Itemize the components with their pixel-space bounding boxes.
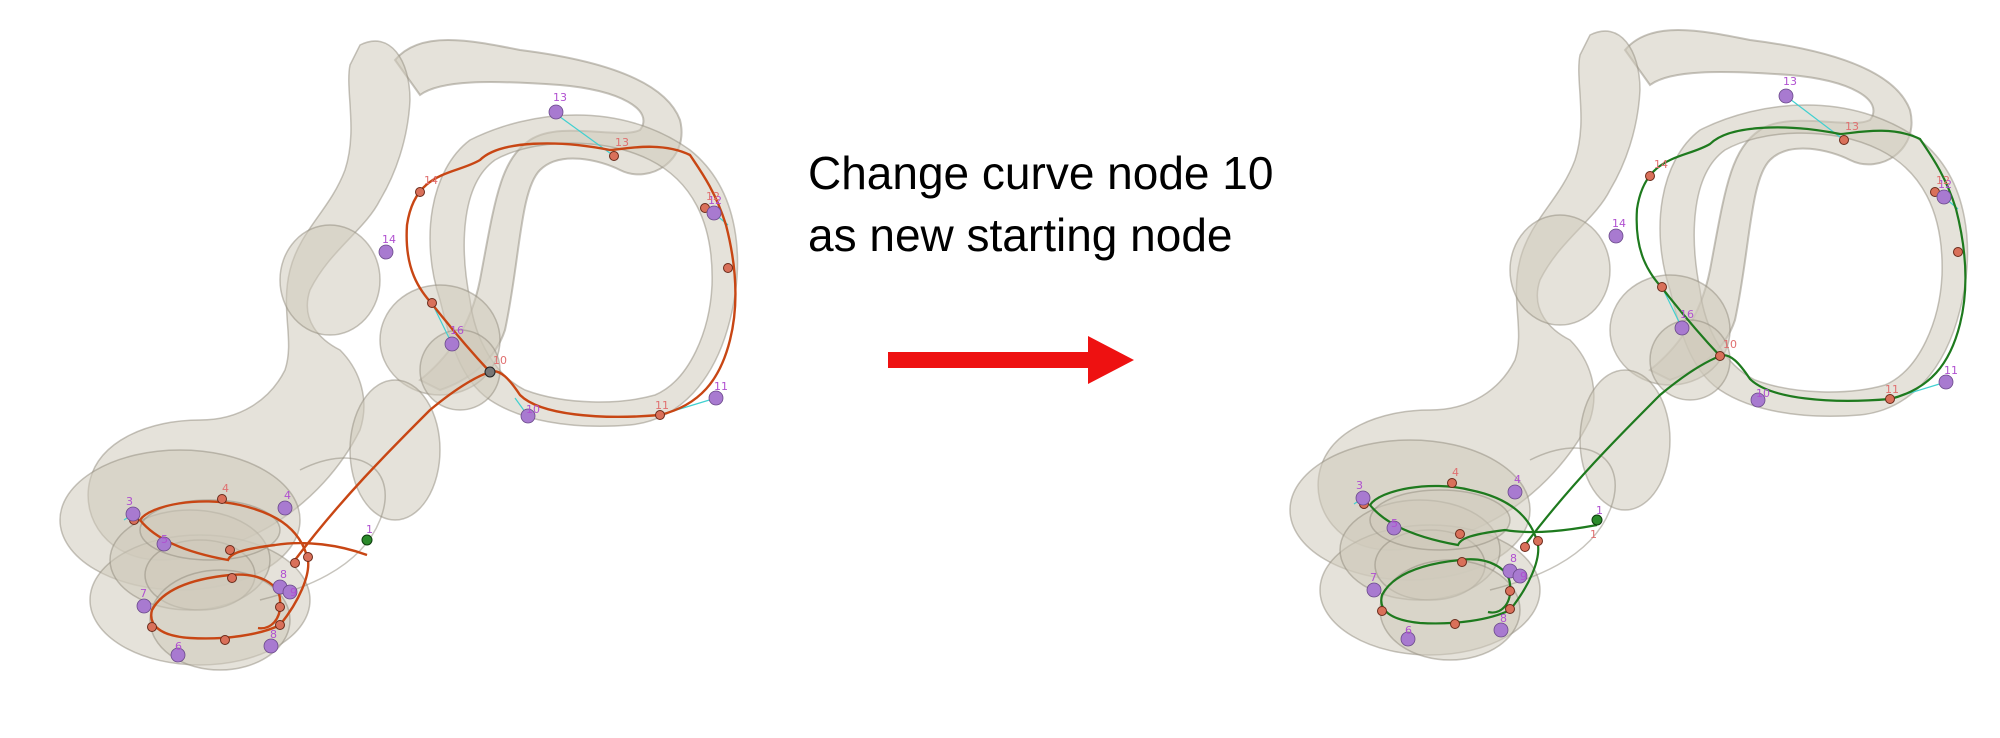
curve-labels-before: 13 14 12 10 11 4 <box>222 136 720 495</box>
svg-text:4: 4 <box>284 489 291 502</box>
start-node-after <box>1591 514 1603 526</box>
svg-text:1: 1 <box>366 523 373 536</box>
inner-ear-model-after <box>1289 29 1969 661</box>
svg-text:13: 13 <box>1845 120 1859 133</box>
svg-text:14: 14 <box>382 233 396 246</box>
landmark-labels-before: 13 12 11 14 16 10 3 4 5 7 6 8 9 8 1 <box>126 91 728 653</box>
caption-line-1: Change curve node 10 <box>808 147 1274 199</box>
svg-text:8: 8 <box>1500 612 1507 625</box>
landmark-labels-after: 13 12 11 14 16 10 3 4 5 7 6 8 9 8 1 <box>1356 75 1958 637</box>
svg-text:12: 12 <box>706 190 720 203</box>
svg-text:4: 4 <box>1452 466 1459 479</box>
svg-text:12: 12 <box>1938 178 1952 191</box>
svg-text:1: 1 <box>1590 528 1597 541</box>
svg-text:8: 8 <box>280 568 287 581</box>
svg-text:13: 13 <box>1783 75 1797 88</box>
svg-text:14: 14 <box>1612 217 1626 230</box>
svg-text:3: 3 <box>126 495 133 508</box>
svg-text:12: 12 <box>708 194 722 207</box>
panel-after: 13 12 11 14 16 10 3 4 5 7 6 8 9 8 1 13 1… <box>1289 29 1969 661</box>
svg-text:11: 11 <box>1885 383 1899 396</box>
panel-before: 13 12 11 14 16 10 3 4 5 7 6 8 9 8 1 13 1… <box>59 39 739 671</box>
start-node-before <box>361 534 373 546</box>
svg-text:13: 13 <box>615 136 629 149</box>
inner-ear-model-before <box>59 39 739 671</box>
svg-text:8: 8 <box>1510 552 1517 565</box>
landmarks-before <box>125 104 724 663</box>
svg-text:14: 14 <box>424 174 438 187</box>
svg-text:6: 6 <box>175 640 182 653</box>
svg-text:3: 3 <box>1356 479 1363 492</box>
svg-text:10: 10 <box>526 403 540 416</box>
svg-text:4: 4 <box>1514 473 1521 486</box>
svg-text:1: 1 <box>1596 504 1603 517</box>
svg-text:4: 4 <box>222 482 229 495</box>
curve-labels-after: 13 14 12 10 11 4 1 <box>1452 120 1950 541</box>
svg-text:16: 16 <box>1680 308 1694 321</box>
svg-text:11: 11 <box>1944 364 1958 377</box>
transition-arrow <box>888 336 1134 384</box>
svg-text:11: 11 <box>655 399 669 412</box>
svg-text:12: 12 <box>1936 174 1950 187</box>
curve-node-10-before <box>484 366 496 378</box>
svg-text:5: 5 <box>1391 517 1398 530</box>
svg-text:11: 11 <box>714 380 728 393</box>
svg-text:10: 10 <box>493 354 507 367</box>
svg-text:9: 9 <box>290 586 297 599</box>
svg-text:9: 9 <box>1520 570 1527 583</box>
svg-text:8: 8 <box>270 628 277 641</box>
svg-text:5: 5 <box>161 533 168 546</box>
svg-text:13: 13 <box>553 91 567 104</box>
svg-text:6: 6 <box>1405 624 1412 637</box>
svg-text:7: 7 <box>1370 571 1377 584</box>
caption-line-2: as new starting node <box>808 209 1233 261</box>
svg-text:16: 16 <box>450 324 464 337</box>
svg-text:7: 7 <box>140 587 147 600</box>
svg-text:10: 10 <box>1723 338 1737 351</box>
landmarks-after <box>1355 88 1954 647</box>
svg-text:14: 14 <box>1654 158 1668 171</box>
caption: Change curve node 10 as new starting nod… <box>808 142 1368 266</box>
svg-text:10: 10 <box>1756 387 1770 400</box>
